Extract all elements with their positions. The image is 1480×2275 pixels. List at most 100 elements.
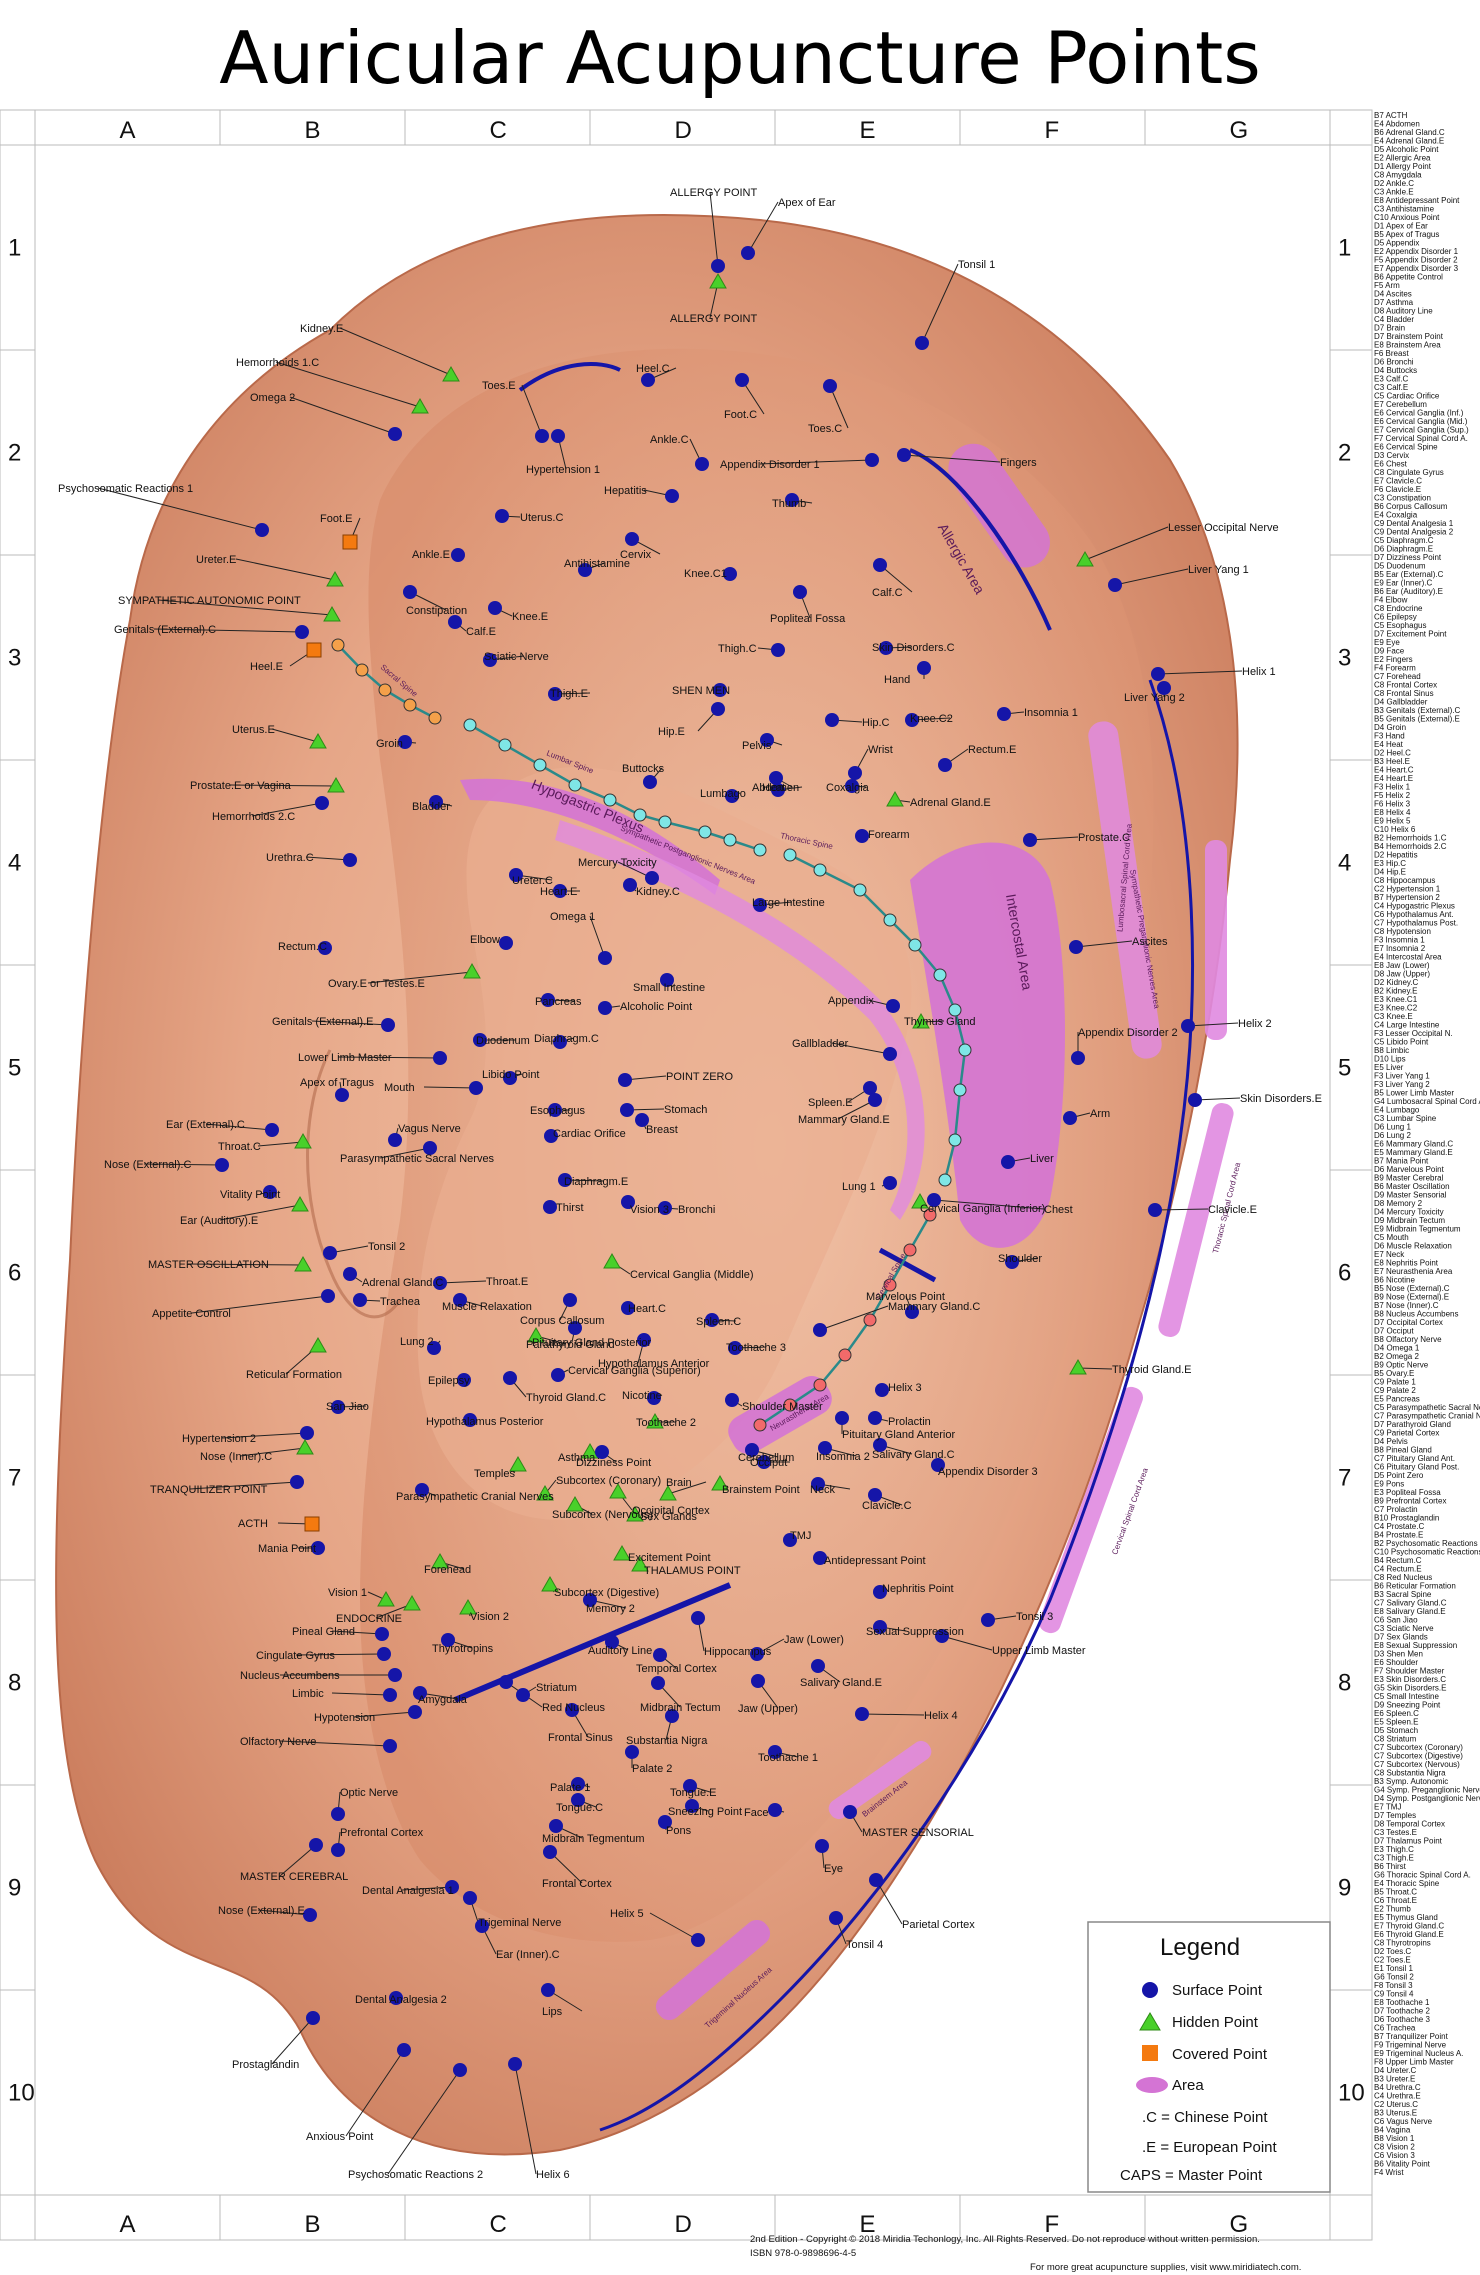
thigh-e-point[interactable]: [548, 687, 562, 701]
dizziness-point-point[interactable]: [595, 1445, 609, 1459]
ascites-point[interactable]: [1069, 940, 1083, 954]
salivary-gland-e-point[interactable]: [811, 1659, 825, 1673]
apex-of-tragus-point[interactable]: [335, 1088, 349, 1102]
hip-c-point[interactable]: [825, 713, 839, 727]
vagus-nerve-point[interactable]: [388, 1133, 402, 1147]
omega-1-point[interactable]: [598, 951, 612, 965]
hypothalamus-anterior-point[interactable]: [637, 1333, 651, 1347]
cervical-spine-vertebra[interactable]: [813, 1378, 827, 1392]
thoracic-spine-vertebra[interactable]: [813, 863, 827, 877]
heat-point[interactable]: [771, 783, 785, 797]
cerebellum-point[interactable]: [745, 1443, 759, 1457]
muscle-relaxation-point[interactable]: [453, 1293, 467, 1307]
parathyroid-gland-point[interactable]: [527, 1326, 545, 1343]
master-sensorial-point[interactable]: [843, 1805, 857, 1819]
ankle-e-point[interactable]: [451, 548, 465, 562]
throat-c-point[interactable]: [294, 1132, 312, 1149]
hip-e-point[interactable]: [711, 702, 725, 716]
thumb-point[interactable]: [785, 493, 799, 507]
ear-auditory-e-point[interactable]: [291, 1195, 309, 1212]
pituitary-gland-anterior-point[interactable]: [835, 1411, 849, 1425]
tmj-point[interactable]: [783, 1533, 797, 1547]
ureter-e-point[interactable]: [326, 570, 344, 587]
thirst-point[interactable]: [543, 1200, 557, 1214]
spleen-c-point[interactable]: [705, 1313, 719, 1327]
lumbar-spine-vertebra[interactable]: [723, 833, 737, 847]
toes-c-point[interactable]: [823, 379, 837, 393]
nephritis-point-point[interactable]: [873, 1585, 887, 1599]
appendix-disorder-2-point[interactable]: [1071, 1051, 1085, 1065]
nucleus-accumbens-point[interactable]: [388, 1668, 402, 1682]
midbrain-tegmentum-point[interactable]: [549, 1819, 563, 1833]
chest-point[interactable]: [927, 1193, 941, 1207]
lumbar-spine-vertebra[interactable]: [463, 718, 477, 732]
shen-men-point[interactable]: [713, 683, 727, 697]
thyroid-gland-c-point[interactable]: [503, 1371, 517, 1385]
knee-c1-point[interactable]: [723, 567, 737, 581]
lumbar-spine-vertebra[interactable]: [698, 825, 712, 839]
appetite-control-point[interactable]: [321, 1289, 335, 1303]
libido-point-point[interactable]: [503, 1071, 517, 1085]
hypotension-point[interactable]: [408, 1705, 422, 1719]
hemorrhoids-1-c-point[interactable]: [411, 397, 429, 414]
cervical-spine-vertebra[interactable]: [863, 1313, 877, 1327]
hypogastric-plexus-area[interactable]: [460, 778, 720, 895]
prostate-e-or-vagina-point[interactable]: [327, 776, 345, 793]
salivary-gland-c-point[interactable]: [873, 1438, 887, 1452]
parietal-cortex-point[interactable]: [869, 1873, 883, 1887]
heart-c-point[interactable]: [621, 1301, 635, 1315]
lips-point[interactable]: [541, 1983, 555, 1997]
thoracic-spine-vertebra[interactable]: [783, 848, 797, 862]
thyrotropins-point[interactable]: [441, 1633, 455, 1647]
thoracic-spine-vertebra[interactable]: [883, 913, 897, 927]
stomach-point[interactable]: [620, 1103, 634, 1117]
master-oscillation-point[interactable]: [294, 1255, 312, 1272]
helix-5-point[interactable]: [691, 1933, 705, 1947]
mouth-point[interactable]: [469, 1081, 483, 1095]
uterus-c-point[interactable]: [495, 509, 509, 523]
helix-4-point[interactable]: [855, 1707, 869, 1721]
reticular-formation-point[interactable]: [309, 1336, 327, 1353]
eye-point[interactable]: [815, 1839, 829, 1853]
bronchi-point[interactable]: [658, 1201, 672, 1215]
toes-e-point[interactable]: [535, 429, 549, 443]
ovary-e-or-testes-e-point[interactable]: [463, 962, 481, 979]
tonsil-3-point[interactable]: [981, 1613, 995, 1627]
thoracic-spine-vertebra[interactable]: [853, 883, 867, 897]
brainstem-area[interactable]: [825, 1737, 935, 1822]
tonsil-1-point[interactable]: [915, 336, 929, 350]
thoracic-spine-vertebra[interactable]: [953, 1083, 967, 1097]
liver-yang-1-point[interactable]: [1108, 578, 1122, 592]
upper-limb-master-point[interactable]: [935, 1629, 949, 1643]
corpus-callosum-point[interactable]: [563, 1293, 577, 1307]
thymus-gland-point[interactable]: [912, 1012, 930, 1029]
san-jiao-point[interactable]: [331, 1400, 345, 1414]
sneezing-point-point[interactable]: [685, 1799, 699, 1813]
ankle-c-point[interactable]: [695, 457, 709, 471]
sacral-spine-vertebra[interactable]: [331, 638, 345, 652]
lumbar-spine-vertebra[interactable]: [658, 815, 672, 829]
face-point[interactable]: [768, 1803, 782, 1817]
optic-nerve-point[interactable]: [331, 1807, 345, 1821]
groin-point[interactable]: [398, 735, 412, 749]
cervical-ganglia-middle-point[interactable]: [603, 1252, 621, 1269]
allergy-point-point[interactable]: [709, 272, 727, 289]
kidney-e-point[interactable]: [442, 365, 460, 382]
nose-inner-c-point[interactable]: [296, 1438, 314, 1455]
skin-disorders-c-point[interactable]: [879, 641, 893, 655]
prefrontal-cortex-point[interactable]: [331, 1843, 345, 1857]
lumbar-spine-vertebra[interactable]: [498, 738, 512, 752]
wrist-point[interactable]: [848, 766, 862, 780]
temples-point[interactable]: [509, 1455, 527, 1472]
appendix-disorder-1-point[interactable]: [865, 453, 879, 467]
occiput-point[interactable]: [757, 1455, 771, 1469]
insomnia-2-point[interactable]: [818, 1441, 832, 1455]
tongue-c-point[interactable]: [571, 1793, 585, 1807]
appendix-disorder-3-point[interactable]: [931, 1458, 945, 1472]
sexual-suppression-point[interactable]: [873, 1620, 887, 1634]
substantia-nigra-point[interactable]: [665, 1709, 679, 1723]
pituitary-gland-posterior-point[interactable]: [568, 1321, 582, 1335]
thalamus-point-point[interactable]: [631, 1555, 649, 1572]
antihistamine-point[interactable]: [578, 563, 592, 577]
midbrain-tectum-point[interactable]: [651, 1676, 665, 1690]
